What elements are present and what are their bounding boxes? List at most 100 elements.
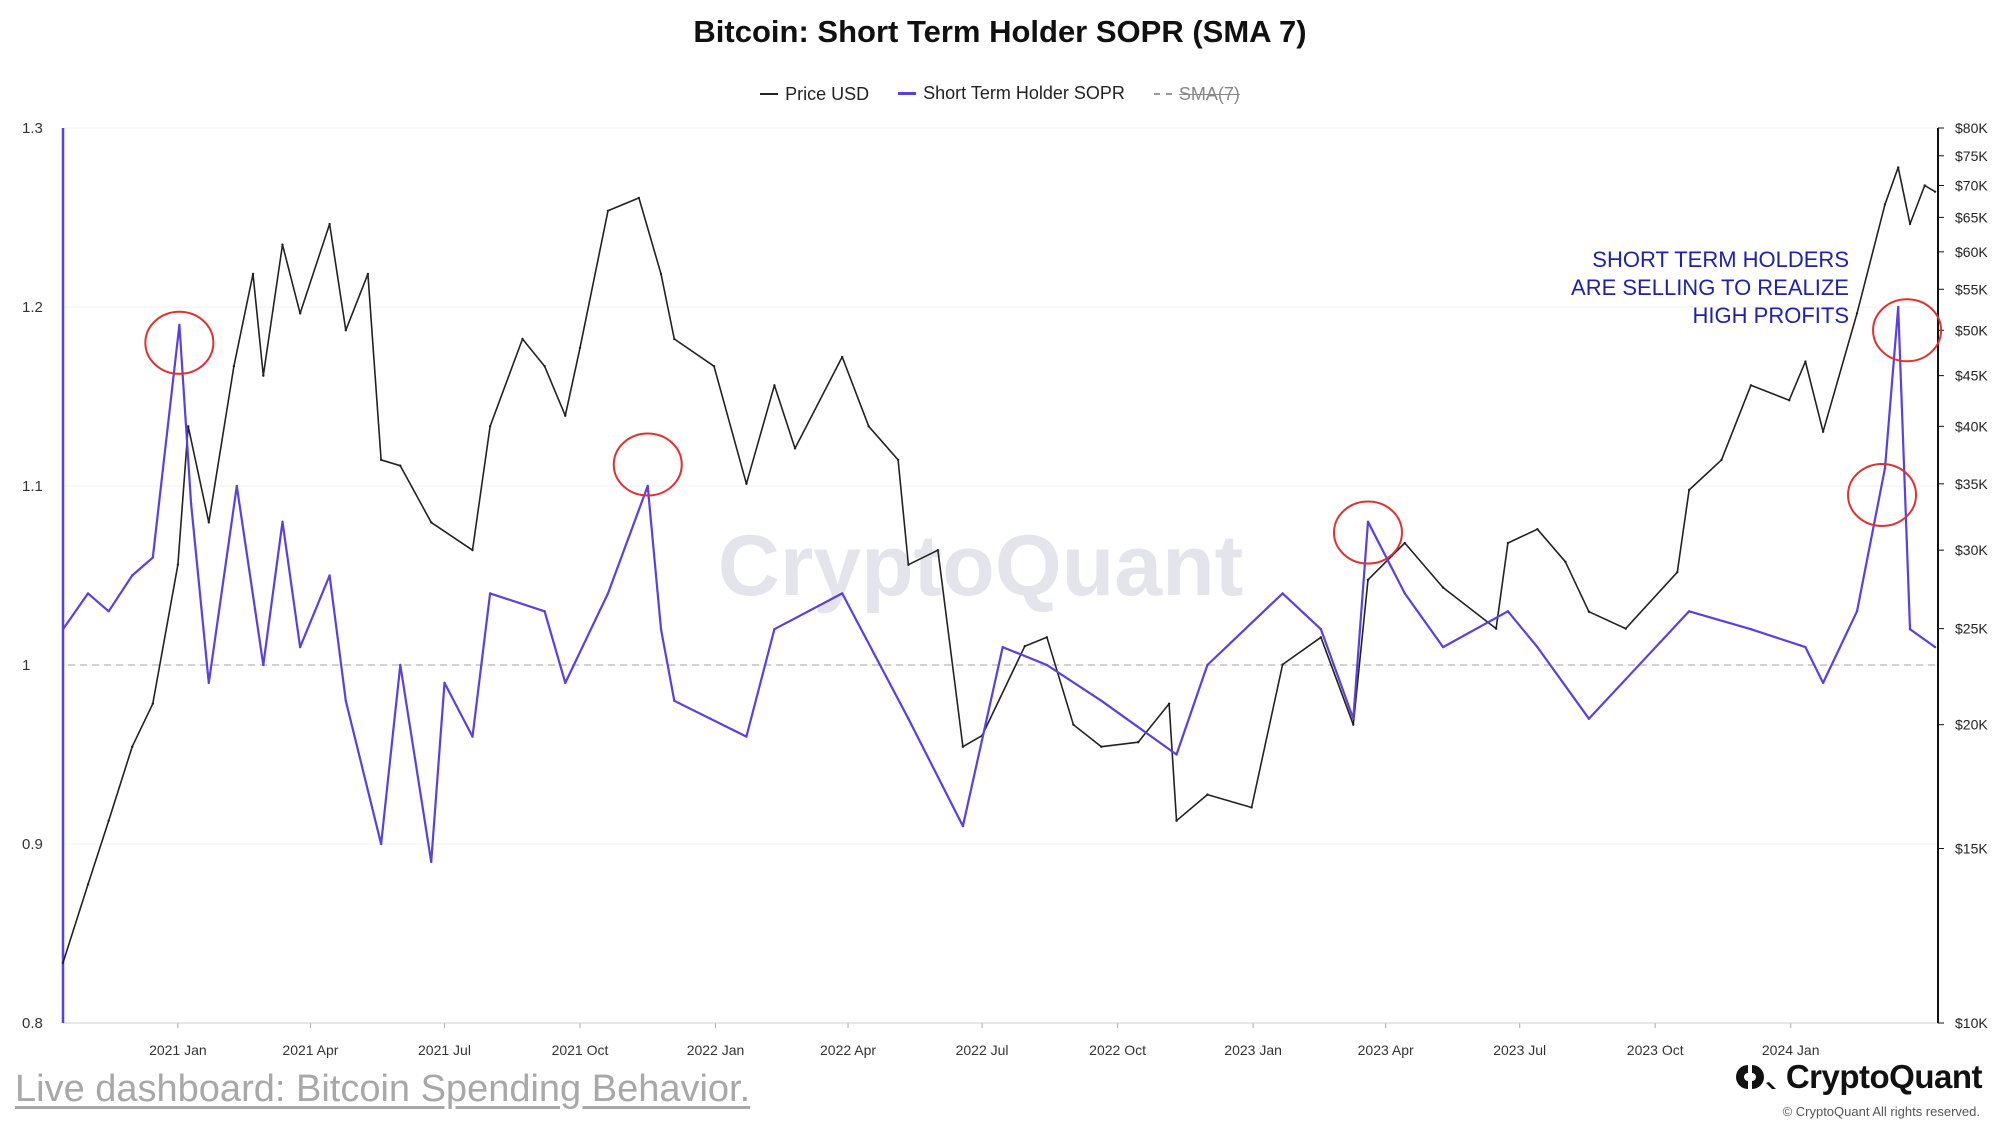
chart-title: Bitcoin: Short Term Holder SOPR (SMA 7) — [693, 14, 1307, 49]
sopr-point — [1897, 305, 1900, 309]
x-tick-label: 2022 Jan — [687, 1042, 745, 1058]
price-point — [1687, 488, 1691, 492]
sopr-point — [659, 628, 663, 631]
price-point — [564, 414, 567, 417]
sopr-point — [1933, 645, 1937, 649]
price-point — [1352, 723, 1355, 726]
legend-item-sma[interactable]: SMA(7) — [1153, 83, 1240, 105]
sopr-point — [298, 645, 302, 649]
price-point — [840, 355, 844, 359]
x-tick-label: 2022 Apr — [820, 1042, 876, 1058]
price-point — [430, 521, 433, 524]
price-point — [186, 425, 190, 428]
sopr-point — [564, 681, 567, 685]
price-point — [86, 883, 90, 886]
sopr-point — [151, 556, 155, 559]
x-tick-label: 2022 Oct — [1089, 1042, 1146, 1058]
price-point — [896, 458, 900, 462]
price-point — [399, 464, 402, 467]
highlight-circle — [1872, 298, 1943, 363]
x-tick-label: 2021 Jan — [149, 1042, 207, 1058]
price-point — [1821, 430, 1825, 433]
sopr-point — [1100, 699, 1103, 702]
y-right-tick-label: $45K — [1955, 368, 1988, 384]
sopr-point — [488, 592, 492, 595]
dashboard-link[interactable]: Live dashboard: Bitcoin Spending Behavio… — [15, 1068, 751, 1110]
price-point — [1494, 627, 1498, 630]
y-left-tick-label: 1.2 — [22, 299, 43, 316]
price-point — [61, 961, 65, 965]
legend-item-price[interactable]: Price USD — [760, 84, 869, 105]
sopr-point — [1001, 645, 1004, 649]
legend-label-sopr: Short Term Holder SOPR — [923, 83, 1125, 103]
price-point — [1023, 644, 1027, 648]
sopr-point — [1206, 663, 1209, 667]
price-point — [907, 563, 910, 566]
price-point — [131, 745, 134, 748]
price-point — [1045, 636, 1049, 639]
annotation-text-line: HIGH PROFITS — [1693, 303, 1849, 328]
price-point — [1933, 190, 1937, 193]
price-point — [936, 548, 940, 552]
price-point — [1403, 541, 1407, 545]
sopr-point — [328, 574, 331, 577]
logo-text: CryptoQuant — [1785, 1058, 1983, 1095]
y-right-tick-label: $35K — [1955, 476, 1988, 492]
sopr-point — [1366, 520, 1370, 523]
sopr-point — [1045, 663, 1049, 667]
copyright-text: © CryptoQuant All rights reserved. — [1782, 1104, 1980, 1119]
y-right-tick-label: $60K — [1955, 244, 1988, 260]
sopr-point — [207, 681, 211, 685]
sopr-point — [1441, 645, 1445, 649]
price-point — [712, 364, 716, 368]
y-right-tick-label: $10K — [1955, 1015, 1988, 1031]
y-left-tick-label: 0.9 — [22, 836, 43, 853]
sopr-point — [61, 628, 65, 631]
price-point — [471, 548, 474, 552]
sopr-point — [281, 520, 284, 523]
sopr-point — [1536, 645, 1539, 649]
price-point — [606, 209, 610, 212]
price-point — [1788, 399, 1791, 402]
y-left-tick-label: 1.3 — [22, 120, 43, 137]
price-point — [773, 384, 776, 387]
sopr-point — [673, 699, 676, 702]
sopr-point — [1319, 628, 1323, 631]
highlight-circle — [612, 432, 683, 497]
sopr-point — [178, 323, 181, 327]
y-right-tick-label: $15K — [1955, 840, 1988, 856]
price-point — [1441, 586, 1445, 589]
price-point — [793, 447, 797, 450]
sopr-point — [344, 699, 347, 702]
price-point — [578, 346, 582, 350]
x-tick-label: 2021 Jul — [418, 1042, 471, 1058]
series-line-sopr — [62, 305, 1936, 864]
price-point — [107, 819, 110, 822]
price-point — [637, 196, 641, 200]
y-right-tick-label: $40K — [1955, 418, 1988, 434]
sopr-point — [1506, 610, 1510, 613]
sopr-point — [86, 592, 90, 595]
legend-item-sopr[interactable]: Short Term Holder SOPR — [898, 83, 1125, 104]
price-point — [1587, 610, 1591, 613]
y-right-tick-label: $50K — [1955, 322, 1988, 338]
sopr-point — [1883, 466, 1887, 470]
x-tick-label: 2023 Apr — [1358, 1042, 1414, 1058]
price-point — [344, 329, 347, 332]
cryptoquant-logo-icon — [1735, 1065, 1776, 1089]
price-point — [1720, 458, 1723, 462]
y-right-tick-label: $75K — [1955, 148, 1988, 164]
sopr-point — [1687, 610, 1691, 613]
price-point — [659, 272, 663, 276]
price-point — [1167, 702, 1171, 705]
sopr-point — [262, 663, 265, 667]
price-point — [1536, 527, 1539, 531]
y-left-tick-label: 1 — [22, 657, 30, 674]
price-point — [1923, 184, 1926, 187]
price-point — [1319, 636, 1323, 639]
legend-label-sma: SMA(7) — [1178, 83, 1240, 104]
price-point — [1100, 745, 1103, 748]
y-right-tick-label: $55K — [1955, 281, 1988, 297]
legend-label-price: Price USD — [785, 83, 870, 104]
